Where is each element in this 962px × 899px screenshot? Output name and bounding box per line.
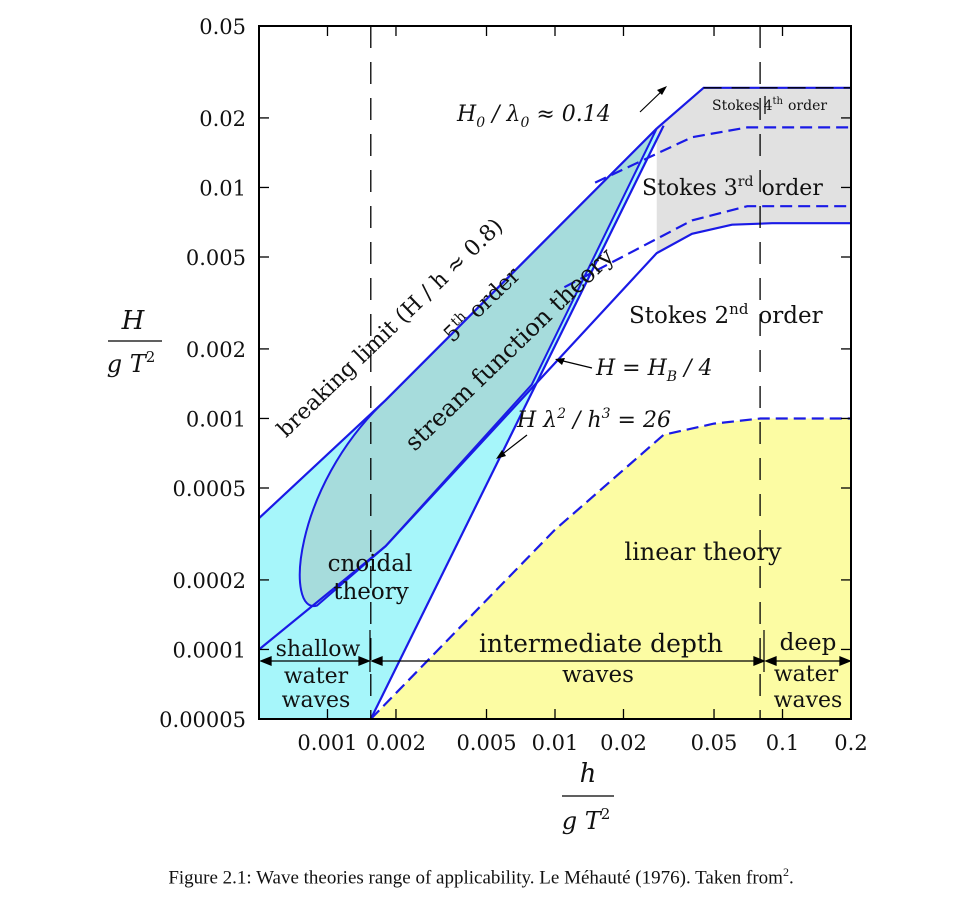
- svg-text:g T2: g T2: [562, 805, 611, 835]
- label-deep: deep: [780, 630, 837, 656]
- stokes4-boundary: [594, 126, 851, 184]
- label-cnoidal-theory: theory: [333, 579, 409, 605]
- wave-theories-chart: 0.001 0.002 0.005 0.01 0.02 0.05 0.1 0.2 0.00005…: [107, 15, 868, 835]
- breaking-limit-line: [258, 127, 658, 520]
- y-tick-label: 0.02: [199, 107, 246, 131]
- region-linear-theory: [370, 418, 851, 719]
- x-tick-label: 0.01: [532, 731, 579, 755]
- label-shallow-waves: waves: [282, 688, 351, 713]
- label-stokes-4th: Stokes 4th order: [712, 96, 827, 114]
- label-shallow: shallow: [276, 637, 361, 662]
- region-upper-blank: [656, 26, 704, 129]
- svg-text:h: h: [580, 759, 597, 789]
- y-tick-label: 0.01: [199, 176, 246, 200]
- y-tick-label: 0.002: [186, 338, 246, 362]
- region-stream-function: [298, 127, 658, 607]
- x-tick-label: 0.02: [600, 731, 647, 755]
- y-tick-label: 0.005: [186, 246, 246, 270]
- svg-text:H: H: [121, 306, 146, 336]
- label-stokes-2nd: Stokes 2nd order: [629, 300, 823, 329]
- label-hb4: H = HB / 4: [595, 356, 713, 385]
- hb4-arrow: [558, 359, 593, 369]
- y-tick-label: 0.0005: [173, 477, 246, 501]
- label-intermediate-depth: intermediate depth: [479, 629, 723, 658]
- y-tick-label: 0.00005: [159, 708, 246, 732]
- x-tick-label: 0.1: [766, 731, 799, 755]
- zone-arrows: [259, 630, 852, 672]
- region-stokes: [656, 87, 851, 254]
- x-axis-label: h g T2: [562, 759, 614, 835]
- x-tick-label: 0.002: [366, 731, 426, 755]
- label-intermediate-waves: waves: [562, 662, 634, 688]
- linear-boundary: [370, 417, 851, 720]
- x-tick-label: 0.001: [297, 731, 357, 755]
- plot-frame: [258, 25, 852, 720]
- y-tick-label: 0.05: [199, 15, 246, 39]
- x-tick-label: 0.2: [834, 731, 867, 755]
- y-tick-label: 0.0002: [173, 569, 246, 593]
- label-shallow-water: water: [284, 664, 349, 689]
- x-tick-label: 0.005: [456, 731, 516, 755]
- figure-caption: Figure 2.1: Wave theories range of appli…: [168, 865, 794, 889]
- label-stokes-3rd: Stokes 3rd order: [642, 174, 823, 201]
- hb4-line: [258, 222, 851, 651]
- label-cnoidal: cnoidal: [328, 551, 413, 577]
- stokes3-boundary: [563, 205, 851, 289]
- label-linear-theory: linear theory: [624, 538, 782, 566]
- y-axis-label: H g T2: [107, 306, 162, 378]
- y-tick-label: 0.0001: [173, 638, 246, 662]
- ursell-line: [369, 125, 665, 720]
- y-tick-label: 0.001: [186, 407, 246, 431]
- x-tick-label: 0.05: [691, 731, 738, 755]
- svg-text:g T2: g T2: [107, 348, 156, 378]
- label-ursell: H λ2 / h3 = 26: [516, 406, 671, 433]
- label-deep-waves: waves: [774, 688, 843, 713]
- ursell-arrow: [499, 434, 528, 457]
- label-steepness: H0 / λ0 ≈ 0.14: [456, 102, 611, 131]
- label-deep-water: water: [774, 662, 839, 687]
